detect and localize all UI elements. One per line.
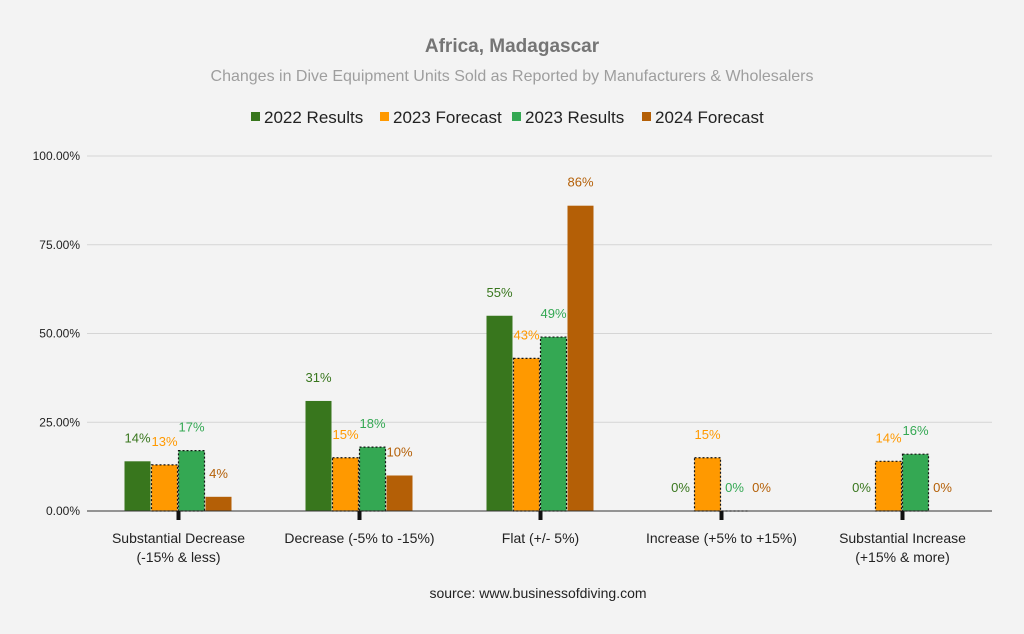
bar <box>901 453 930 512</box>
legend-label: 2023 Forecast <box>393 108 502 127</box>
x-tick <box>900 511 905 520</box>
data-label: 15% <box>694 427 720 442</box>
bar <box>874 460 903 512</box>
legend-item: 2023 Results <box>512 108 624 127</box>
x-tick <box>357 511 362 520</box>
legend-swatch <box>251 112 260 121</box>
x-tick <box>538 511 543 520</box>
data-label: 0% <box>933 480 952 495</box>
bar <box>486 315 513 511</box>
x-tick-label: Increase (+5% to +15%) <box>646 530 797 546</box>
bar <box>205 496 232 511</box>
bar <box>512 357 541 512</box>
bars <box>124 205 930 512</box>
legend-item: 2023 Forecast <box>380 108 502 127</box>
x-tick-label-line: Flat (+/- 5%) <box>502 530 579 546</box>
data-label: 15% <box>332 427 358 442</box>
legend-item: 2024 Forecast <box>642 108 764 127</box>
data-label: 0% <box>752 480 771 495</box>
x-tick-label-line: (+15% & more) <box>855 549 950 565</box>
data-label: 10% <box>386 445 412 460</box>
x-tick-label-line: Increase (+5% to +15%) <box>646 530 797 546</box>
data-label: 31% <box>305 370 331 385</box>
legend-swatch <box>380 112 389 121</box>
chart-title: Africa, Madagascar <box>425 36 600 57</box>
x-tick <box>176 511 181 520</box>
legend: 2022 Results 2023 Forecast 2023 Results 202… <box>251 108 764 127</box>
bar <box>539 336 568 512</box>
x-tick-label: Decrease (-5% to -15%) <box>284 530 434 546</box>
x-axis: Substantial Decrease (-15% & less) Decreas… <box>87 510 992 565</box>
data-label: 43% <box>513 327 539 342</box>
bar <box>693 457 722 512</box>
legend-item: 2022 Results <box>251 108 363 127</box>
bar <box>124 461 151 511</box>
bar <box>386 475 413 511</box>
data-label: 55% <box>486 285 512 300</box>
source-note: source: www.businessofdiving.com <box>429 585 646 601</box>
x-tick-label-line: (-15% & less) <box>136 549 220 565</box>
bar <box>150 464 179 512</box>
y-tick-label: 50.00% <box>39 327 80 341</box>
x-tick-label: Flat (+/- 5%) <box>502 530 579 546</box>
y-axis: 0.00% 25.00% 50.00% 75.00% 100.00% <box>33 149 81 518</box>
data-label: 14% <box>875 430 901 445</box>
data-label: 0% <box>725 480 744 495</box>
legend-label: 2024 Forecast <box>655 108 764 127</box>
x-tick-label: Substantial Decrease (-15% & less) <box>112 530 245 565</box>
data-label: 18% <box>359 416 385 431</box>
bar <box>358 446 387 512</box>
y-tick-label: 100.00% <box>33 149 81 163</box>
data-label: 17% <box>178 420 204 435</box>
y-tick-label: 75.00% <box>39 238 80 252</box>
chart-subtitle: Changes in Dive Equipment Units Sold as … <box>211 68 814 85</box>
legend-swatch <box>512 112 521 121</box>
legend-label: 2022 Results <box>264 108 363 127</box>
data-label: 0% <box>852 480 871 495</box>
data-labels: 14% 13%17%4%31%15%18%10%55%43%49%86%0%15%… <box>124 175 952 495</box>
x-tick-label: Substantial Increase (+15% & more) <box>839 530 966 565</box>
x-tick-label-line: Substantial Decrease <box>112 530 245 546</box>
data-label: 49% <box>540 306 566 321</box>
bar <box>177 450 206 512</box>
y-tick-label: 25.00% <box>39 415 80 429</box>
y-tick-label: 0.00% <box>46 504 80 518</box>
data-label: 4% <box>209 466 228 481</box>
data-label: 13% <box>151 434 177 449</box>
legend-swatch <box>642 112 651 121</box>
data-label: 16% <box>902 423 928 438</box>
data-label: 14% <box>124 430 150 445</box>
x-tick-label-line: Decrease (-5% to -15%) <box>284 530 434 546</box>
bar <box>567 205 594 511</box>
data-label: 0% <box>671 480 690 495</box>
bar <box>305 400 332 511</box>
legend-label: 2023 Results <box>525 108 624 127</box>
x-tick <box>719 511 724 520</box>
data-label: 86% <box>567 175 593 190</box>
x-tick-label-line: Substantial Increase <box>839 530 966 546</box>
bar <box>331 457 360 512</box>
